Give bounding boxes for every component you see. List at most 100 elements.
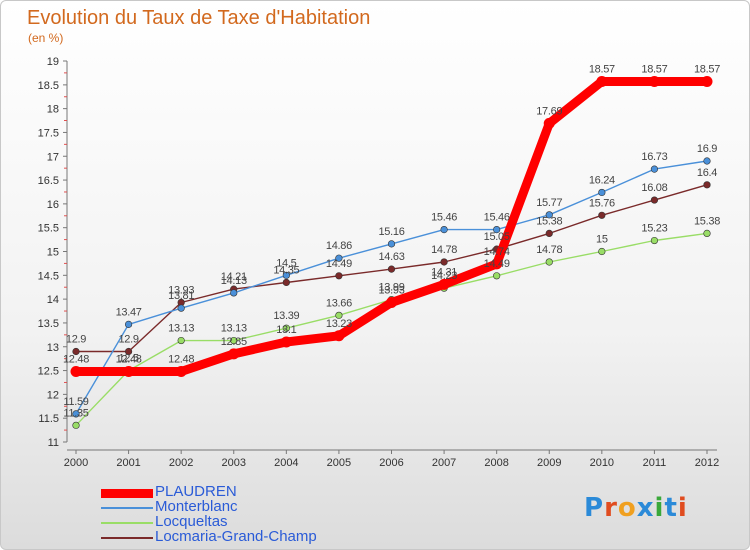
data-point — [440, 258, 448, 266]
data-point — [703, 229, 711, 238]
data-label: 14.35 — [273, 264, 299, 276]
data-point — [70, 366, 82, 378]
data-label: 12.48 — [116, 354, 142, 366]
data-label: 16.08 — [641, 182, 667, 194]
data-label: 14.63 — [378, 251, 404, 263]
logo-letter: i — [654, 493, 665, 523]
data-point — [175, 366, 187, 378]
data-label: 14.31 — [431, 266, 457, 278]
data-label: 17.69 — [536, 105, 562, 117]
data-label: 15.16 — [378, 226, 404, 238]
data-label: 14.21 — [221, 271, 247, 283]
data-label: 13.47 — [116, 306, 142, 318]
data-point — [230, 336, 238, 345]
series-locmaria-grand-champ — [72, 181, 711, 356]
data-label: 12.9 — [66, 334, 86, 346]
data-label: 11.35 — [63, 407, 88, 419]
data-label: 14.5 — [276, 257, 296, 269]
data-label: 14.86 — [326, 240, 352, 252]
chart-subtitle: (en %) — [28, 31, 64, 45]
logo-letter: x — [636, 493, 655, 523]
legend-swatch — [101, 522, 153, 524]
y-tick-label: 17 — [47, 151, 59, 163]
logo-letter: i — [677, 493, 688, 523]
data-point — [230, 289, 238, 297]
data-point — [440, 225, 448, 234]
x-tick-label: 2011 — [643, 457, 667, 469]
data-point — [648, 75, 660, 87]
data-point — [72, 347, 80, 356]
data-label: 15.38 — [536, 215, 562, 227]
data-point — [124, 347, 133, 356]
data-label: 16.9 — [697, 143, 717, 155]
data-point — [177, 304, 185, 312]
y-tick-label: 15.5 — [38, 223, 59, 235]
x-tick-label: 2005 — [327, 457, 351, 469]
axes: 11 11.5 12 12.5 13 13.5 14 14.5 15 15.5 16 16.5 17 17… — [38, 56, 720, 469]
y-tick-label: 13 — [47, 342, 59, 354]
data-label: 16.4 — [697, 167, 717, 179]
data-point — [703, 181, 711, 189]
data-label: 18.57 — [589, 63, 615, 75]
legend-swatch — [101, 488, 153, 498]
data-label: 13.93 — [168, 284, 194, 296]
y-tick-label: 11 — [48, 437, 59, 449]
data-point — [493, 225, 501, 234]
data-label: 14.74 — [484, 246, 510, 258]
y-tick-label: 19 — [47, 56, 59, 68]
legend-label: Locmaria-Grand-Champ — [155, 528, 317, 545]
data-label: 13.66 — [326, 297, 352, 309]
y-tick-label: 15 — [47, 247, 59, 259]
y-tick-label: 17.5 — [38, 127, 59, 139]
legend-label: Locqueltas — [155, 513, 228, 530]
data-point — [650, 165, 659, 173]
data-label: 18.57 — [641, 63, 667, 75]
data-point — [650, 236, 659, 245]
data-point — [335, 311, 343, 319]
data-point — [545, 258, 553, 266]
y-tick-label: 16.5 — [38, 175, 59, 187]
data-label: 12.85 — [221, 336, 247, 348]
data-label: 12.48 — [63, 354, 89, 366]
data-label: 12.48 — [168, 354, 194, 366]
data-point — [650, 196, 659, 204]
data-label: 12.9 — [118, 334, 138, 346]
data-point — [335, 272, 343, 280]
data-label: 13.13 — [221, 323, 247, 335]
logo-letter: r — [604, 493, 618, 523]
data-point — [596, 75, 608, 87]
data-point — [543, 117, 555, 129]
y-tick-label: 13.5 — [38, 318, 59, 330]
logo-letter: t — [664, 493, 678, 523]
y-tick-label: 14.5 — [38, 270, 59, 282]
data-label: 13.1 — [276, 324, 296, 336]
data-label: 16.73 — [641, 151, 667, 163]
y-tick-label: 12.5 — [38, 366, 59, 378]
data-label: 13.81 — [168, 290, 194, 302]
x-tick-label: 2009 — [537, 457, 561, 469]
data-label: 14.49 — [326, 258, 352, 270]
data-point — [493, 272, 501, 280]
logo-letter: P — [584, 493, 605, 523]
data-label: 15.46 — [484, 212, 510, 224]
data-label: 18.57 — [694, 63, 720, 75]
data-label: 15.23 — [641, 223, 667, 235]
data-point — [72, 410, 80, 418]
y-tick-label: 14 — [47, 294, 59, 306]
data-label: 14.49 — [484, 258, 510, 270]
legend-label: Monterblanc — [155, 498, 238, 515]
legend-swatch — [101, 507, 153, 509]
legend-swatch — [101, 537, 153, 539]
data-label: 13.13 — [168, 323, 194, 335]
data-label: 11.59 — [63, 396, 88, 408]
data-point — [387, 240, 396, 248]
legend-label: PLAUDREN — [155, 483, 237, 500]
data-point — [545, 211, 553, 219]
data-point — [598, 188, 606, 197]
data-point — [282, 278, 290, 287]
data-label: 14.23 — [431, 270, 457, 282]
y-tick-label: 18 — [47, 104, 59, 116]
x-tick-label: 2001 — [116, 457, 140, 469]
